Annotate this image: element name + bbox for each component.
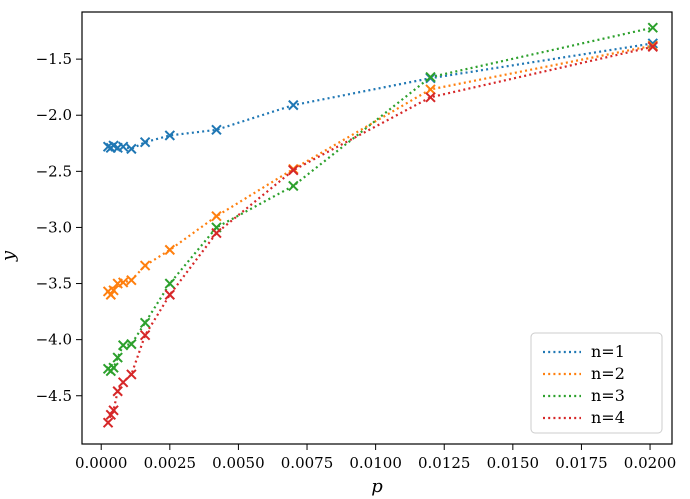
series-4-point — [102, 417, 114, 428]
legend-label-4: n=4 — [591, 408, 625, 427]
series-3-point — [288, 180, 299, 192]
series-1-point — [288, 99, 299, 111]
series-4-point — [288, 165, 299, 176]
x-tick-label: 0.0150 — [487, 454, 540, 472]
x-axis-label: p — [371, 476, 383, 497]
y-tick-label: −1.5 — [36, 50, 72, 68]
series-3-point — [647, 22, 658, 33]
series-1-point — [211, 124, 222, 136]
series-1-line — [107, 42, 653, 151]
legend-label-3: n=3 — [591, 386, 625, 405]
legend: n=1 n=2 n=3 n=4 — [530, 332, 663, 434]
series-2-point — [117, 277, 129, 288]
series-4-point — [108, 405, 119, 416]
series-3-point — [126, 338, 137, 350]
series-2-line — [107, 44, 654, 297]
series-2-point — [425, 84, 436, 95]
series-3-point — [139, 317, 151, 329]
series-4-point — [164, 289, 176, 300]
chart-marks: 0.0000 0.0025 0.0050 0.0075 0.0100 0.0125 0.01… — [36, 22, 677, 472]
x-tick-label: 0.0050 — [212, 454, 265, 472]
y-tick-label: −2.5 — [36, 162, 72, 180]
series-1-point — [164, 130, 176, 141]
series-4-point — [117, 377, 129, 388]
series-1-point — [126, 143, 137, 155]
x-tick-label: 0.0175 — [555, 454, 608, 472]
series-4-point — [425, 92, 436, 103]
y-axis-label: y — [0, 250, 19, 262]
y-tick-label: −4.0 — [36, 331, 72, 349]
legend-box — [530, 332, 663, 434]
x-tick-label: 0.0000 — [75, 454, 128, 472]
y-tick-label: −3.0 — [36, 218, 72, 236]
legend-label-2: n=2 — [591, 364, 625, 383]
series-1-point — [117, 141, 129, 152]
x-tick-label: 0.0075 — [281, 454, 334, 472]
series-1-point — [647, 38, 658, 49]
series-4-point — [647, 41, 658, 52]
series-2-point — [211, 211, 222, 222]
series-2-point — [126, 274, 137, 286]
y-tick-label: −4.5 — [36, 387, 72, 405]
series-4-point — [139, 329, 151, 341]
series-4-point — [112, 386, 123, 397]
series-4-point — [126, 369, 137, 380]
x-tick-label: 0.0025 — [144, 454, 197, 472]
series-4-point — [211, 227, 222, 239]
series-2-point — [108, 285, 119, 296]
series-3-point — [425, 71, 436, 83]
y-tick-label: −3.5 — [36, 275, 72, 293]
series-3-point — [112, 352, 123, 363]
series-3-point — [108, 362, 119, 373]
x-tick-label: 0.0125 — [418, 454, 471, 472]
series-2-point — [139, 260, 151, 271]
y-tick-label: −2.0 — [36, 106, 72, 124]
legend-label-1: n=1 — [591, 342, 625, 361]
series-3-point — [117, 340, 129, 351]
series-2-point — [164, 244, 176, 256]
series-1-point — [139, 136, 151, 148]
series-3-line — [107, 26, 654, 373]
x-tick-label: 0.0100 — [349, 454, 402, 472]
x-tick-label: 0.0200 — [624, 454, 677, 472]
plot-frame — [81, 11, 673, 445]
series-3-point — [164, 278, 176, 289]
